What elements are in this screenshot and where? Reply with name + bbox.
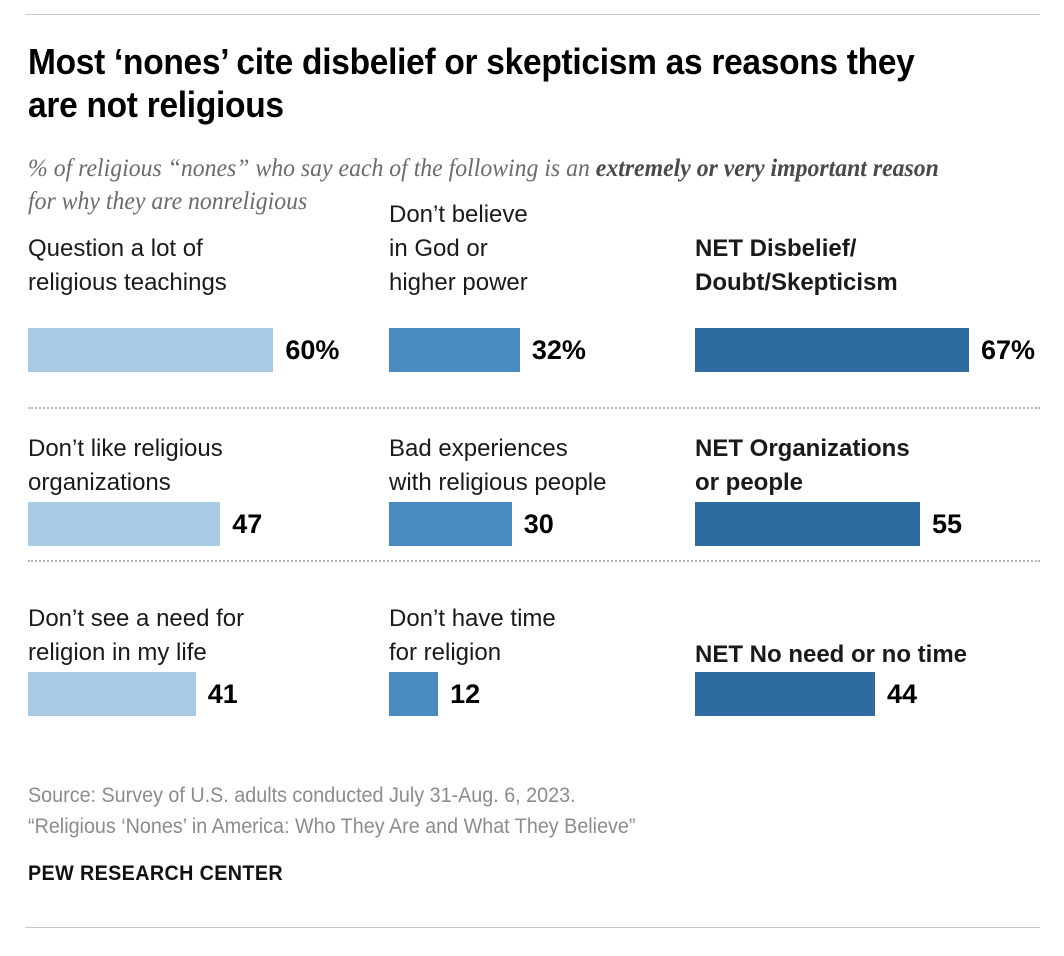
bar-bad-experiences bbox=[389, 502, 512, 546]
bar-row: 44 bbox=[695, 672, 917, 716]
category-label: Don’t have time for religion bbox=[389, 605, 556, 666]
chart-row-1: Question a lot of religious teachings 60… bbox=[0, 201, 1064, 409]
category-label: Don’t like religious organizations bbox=[28, 435, 223, 496]
bar-value-label: 12 bbox=[450, 678, 481, 709]
bar-value-label: 30 bbox=[523, 508, 554, 539]
chart-plot-area: Question a lot of religious teachings 60… bbox=[0, 201, 1064, 744]
bar-no-time bbox=[389, 672, 439, 716]
bar-group-net-disbelief: NET Disbelief/ Doubt/Skepticism 67% bbox=[695, 232, 1040, 372]
bar-row: 67% bbox=[695, 328, 1035, 372]
chart-subtitle: % of religious “nones” who say each of t… bbox=[28, 152, 969, 218]
bar-group-dont-believe: Don’t believe in God or higher power 32% bbox=[389, 201, 689, 372]
bar-row: 60% bbox=[28, 328, 339, 372]
bar-group-no-time: Don’t have time for religion 12 bbox=[389, 602, 689, 716]
bar-net-disbelief bbox=[695, 328, 970, 372]
top-rule bbox=[25, 14, 1040, 15]
category-label: Don’t believe in God or higher power bbox=[389, 201, 528, 296]
source-line-2: “Religious ‘Nones’ in America: Who They … bbox=[28, 815, 636, 838]
row-divider-2 bbox=[28, 560, 1040, 562]
bar-value-label: 44 bbox=[886, 678, 917, 709]
bar-group-net-no-need-no-time: NET No need or no time 44 bbox=[695, 602, 1040, 716]
chart-row-3: Don’t see a need for religion in my life… bbox=[0, 578, 1064, 744]
category-label: Question a lot of religious teachings bbox=[28, 235, 227, 296]
bar-group-no-need: Don’t see a need for religion in my life… bbox=[28, 602, 378, 716]
category-label: Don’t see a need for religion in my life bbox=[28, 605, 245, 666]
bar-net-no-need-no-time bbox=[695, 672, 875, 716]
category-label: NET No need or no time bbox=[695, 641, 968, 668]
subtitle-emphasis: extremely or very important reason bbox=[595, 155, 939, 182]
category-label: NET Disbelief/ Doubt/Skepticism bbox=[695, 235, 898, 296]
chart-title: Most ‘nones’ cite disbelief or skepticis… bbox=[28, 41, 915, 125]
bar-value-label: 41 bbox=[207, 678, 238, 709]
bar-group-net-organizations: NET Organizations or people 55 bbox=[695, 432, 1040, 546]
category-label: Bad experiences with religious people bbox=[389, 435, 607, 496]
subtitle-tail: for why they are nonreligious bbox=[28, 188, 308, 215]
bar-question-teachings bbox=[28, 328, 274, 372]
bar-row: 55 bbox=[695, 502, 962, 546]
bar-row: 30 bbox=[389, 502, 554, 546]
chart-row-2: Don’t like religious organizations 47 Ba… bbox=[0, 408, 1064, 578]
subtitle-lead: % of religious “nones” who say each of t… bbox=[28, 155, 596, 182]
row-divider-1 bbox=[28, 407, 1040, 409]
bar-dont-believe bbox=[389, 328, 520, 372]
bar-value-label: 47 bbox=[232, 508, 263, 539]
bar-net-organizations bbox=[695, 502, 920, 546]
bar-no-need bbox=[28, 672, 196, 716]
pew-research-center-brand: PEW RESEARCH CENTER bbox=[28, 862, 284, 885]
bar-row: 12 bbox=[389, 672, 480, 716]
bar-group-dont-like-orgs: Don’t like religious organizations 47 bbox=[28, 432, 378, 546]
bar-group-question-teachings: Question a lot of religious teachings 60… bbox=[28, 232, 378, 372]
source-note: Source: Survey of U.S. adults conducted … bbox=[28, 780, 959, 842]
source-line-1: Source: Survey of U.S. adults conducted … bbox=[28, 784, 576, 807]
bar-row: 32% bbox=[389, 328, 586, 372]
bar-group-bad-experiences: Bad experiences with religious people 30 bbox=[389, 432, 689, 546]
bar-value-label: 55 bbox=[931, 508, 962, 539]
bar-dont-like-orgs bbox=[28, 502, 221, 546]
bar-value-label: 60% bbox=[285, 334, 340, 365]
bar-value-label: 67% bbox=[981, 334, 1036, 365]
category-label: NET Organizations or people bbox=[695, 435, 910, 496]
bar-row: 41 bbox=[28, 672, 238, 716]
bar-value-label: 32% bbox=[531, 334, 586, 365]
bar-row: 47 bbox=[28, 502, 262, 546]
bottom-rule bbox=[25, 927, 1040, 928]
